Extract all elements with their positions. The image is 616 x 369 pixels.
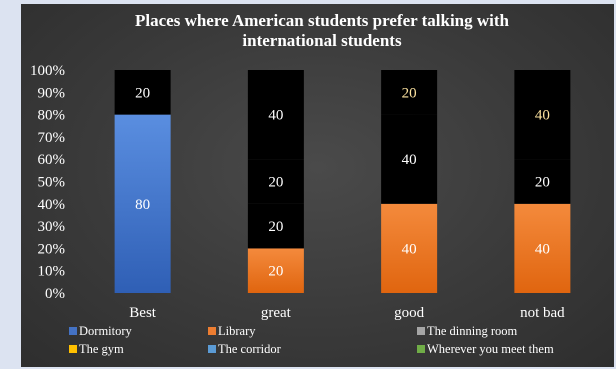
legend-label: Library <box>218 324 256 338</box>
bar-data-label: 20 <box>268 264 283 280</box>
bar-data-label: 20 <box>535 175 550 191</box>
y-axis: 0% 10% 20% 30% 40% 50% 60% 70% 80% 90% 100% <box>30 63 65 302</box>
y-tick-label: 80% <box>38 108 66 124</box>
stacked-bar-chart: Places where American students prefer ta… <box>30 11 571 356</box>
bar-data-label: 20 <box>268 219 283 235</box>
bar-data-label: 20 <box>268 175 283 191</box>
legend-label: Wherever you meet them <box>427 342 554 356</box>
bar-segment <box>114 70 171 115</box>
x-category-label: Best <box>129 305 157 321</box>
legend-label: The dinning room <box>427 324 518 338</box>
y-tick-label: 100% <box>30 63 65 79</box>
bar-data-label: 40 <box>402 152 417 168</box>
y-tick-label: 90% <box>38 85 66 101</box>
legend-label: The gym <box>79 342 124 356</box>
bar-segment <box>381 114 438 204</box>
legend-swatch <box>417 327 425 335</box>
bar-data-label: 20 <box>135 85 150 101</box>
bar-segment <box>381 203 438 293</box>
chart-title-line: international students <box>242 31 402 50</box>
legend: Dormitory Library The dinning room The gym T… <box>69 324 554 356</box>
bar-segment <box>247 70 304 160</box>
y-tick-label: 40% <box>38 197 66 213</box>
bar-data-label: 80 <box>135 197 150 213</box>
y-tick-label: 30% <box>38 219 66 235</box>
chart-title-line: Places where American students prefer ta… <box>135 11 510 30</box>
bar-segment <box>247 159 304 204</box>
bar-segment <box>114 114 171 293</box>
x-category-label: good <box>394 305 425 321</box>
bar-segment <box>514 70 571 160</box>
legend-swatch <box>69 327 77 335</box>
y-tick-label: 60% <box>38 152 66 168</box>
legend-label: Dormitory <box>79 324 133 338</box>
bar-segment <box>247 248 304 293</box>
x-category-label: not bad <box>520 305 565 321</box>
bar-data-label: 40 <box>402 241 417 257</box>
legend-swatch <box>69 345 77 353</box>
bar-data-label: 40 <box>535 241 550 257</box>
bars: 80 20 20 20 20 40 40 40 20 40 20 40 <box>114 70 571 293</box>
legend-swatch <box>208 345 216 353</box>
bar-data-label: 40 <box>535 108 550 124</box>
y-tick-label: 20% <box>38 241 66 257</box>
y-tick-label: 50% <box>38 175 66 191</box>
bar-segment <box>381 70 438 115</box>
legend-swatch <box>417 345 425 353</box>
y-tick-label: 10% <box>38 264 66 280</box>
bar-data-label: 40 <box>268 108 283 124</box>
bar-segment <box>514 203 571 293</box>
y-tick-label: 70% <box>38 130 66 146</box>
x-category-label: great <box>261 305 292 321</box>
bar-segment <box>247 203 304 249</box>
chart-area: Places where American students prefer ta… <box>21 4 614 367</box>
bar-segment <box>514 159 571 204</box>
x-axis: Best great good not bad <box>129 305 565 321</box>
legend-label: The corridor <box>218 342 282 356</box>
y-tick-label: 0% <box>45 286 65 302</box>
legend-swatch <box>208 327 216 335</box>
bar-data-label: 20 <box>402 85 417 101</box>
chart-title: Places where American students prefer ta… <box>135 11 510 50</box>
